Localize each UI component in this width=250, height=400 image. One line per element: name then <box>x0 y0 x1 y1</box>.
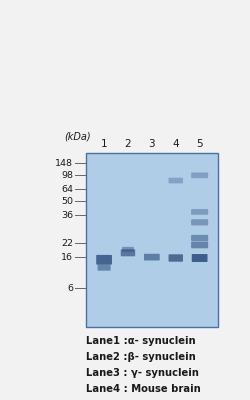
Text: 36: 36 <box>61 211 73 220</box>
Text: 50: 50 <box>61 197 73 206</box>
Text: 16: 16 <box>61 253 73 262</box>
FancyBboxPatch shape <box>191 219 208 226</box>
FancyBboxPatch shape <box>122 247 134 252</box>
FancyBboxPatch shape <box>191 209 208 215</box>
FancyBboxPatch shape <box>191 172 208 178</box>
FancyBboxPatch shape <box>168 178 183 184</box>
Text: Lane2 :β- synuclein: Lane2 :β- synuclein <box>86 352 195 362</box>
Text: Lane3 : γ- synuclein: Lane3 : γ- synuclein <box>86 368 198 378</box>
FancyBboxPatch shape <box>191 235 208 241</box>
FancyBboxPatch shape <box>144 254 160 260</box>
Text: 6: 6 <box>67 284 73 293</box>
Text: 22: 22 <box>61 239 73 248</box>
Text: 5: 5 <box>196 139 203 149</box>
FancyBboxPatch shape <box>96 255 112 264</box>
Text: 64: 64 <box>61 185 73 194</box>
Text: 148: 148 <box>55 159 73 168</box>
Text: (kDa): (kDa) <box>64 132 91 142</box>
FancyBboxPatch shape <box>86 153 218 327</box>
Text: 98: 98 <box>61 171 73 180</box>
FancyBboxPatch shape <box>191 242 208 248</box>
Text: Lane4 : Mouse brain: Lane4 : Mouse brain <box>86 384 200 394</box>
Text: 2: 2 <box>125 139 131 149</box>
Text: 3: 3 <box>148 139 155 149</box>
FancyBboxPatch shape <box>168 254 183 262</box>
FancyBboxPatch shape <box>98 264 111 271</box>
Text: Lane1 :α- synuclein: Lane1 :α- synuclein <box>86 336 195 346</box>
FancyBboxPatch shape <box>192 254 208 262</box>
Text: 4: 4 <box>172 139 179 149</box>
FancyBboxPatch shape <box>121 249 135 256</box>
Text: 1: 1 <box>101 139 107 149</box>
